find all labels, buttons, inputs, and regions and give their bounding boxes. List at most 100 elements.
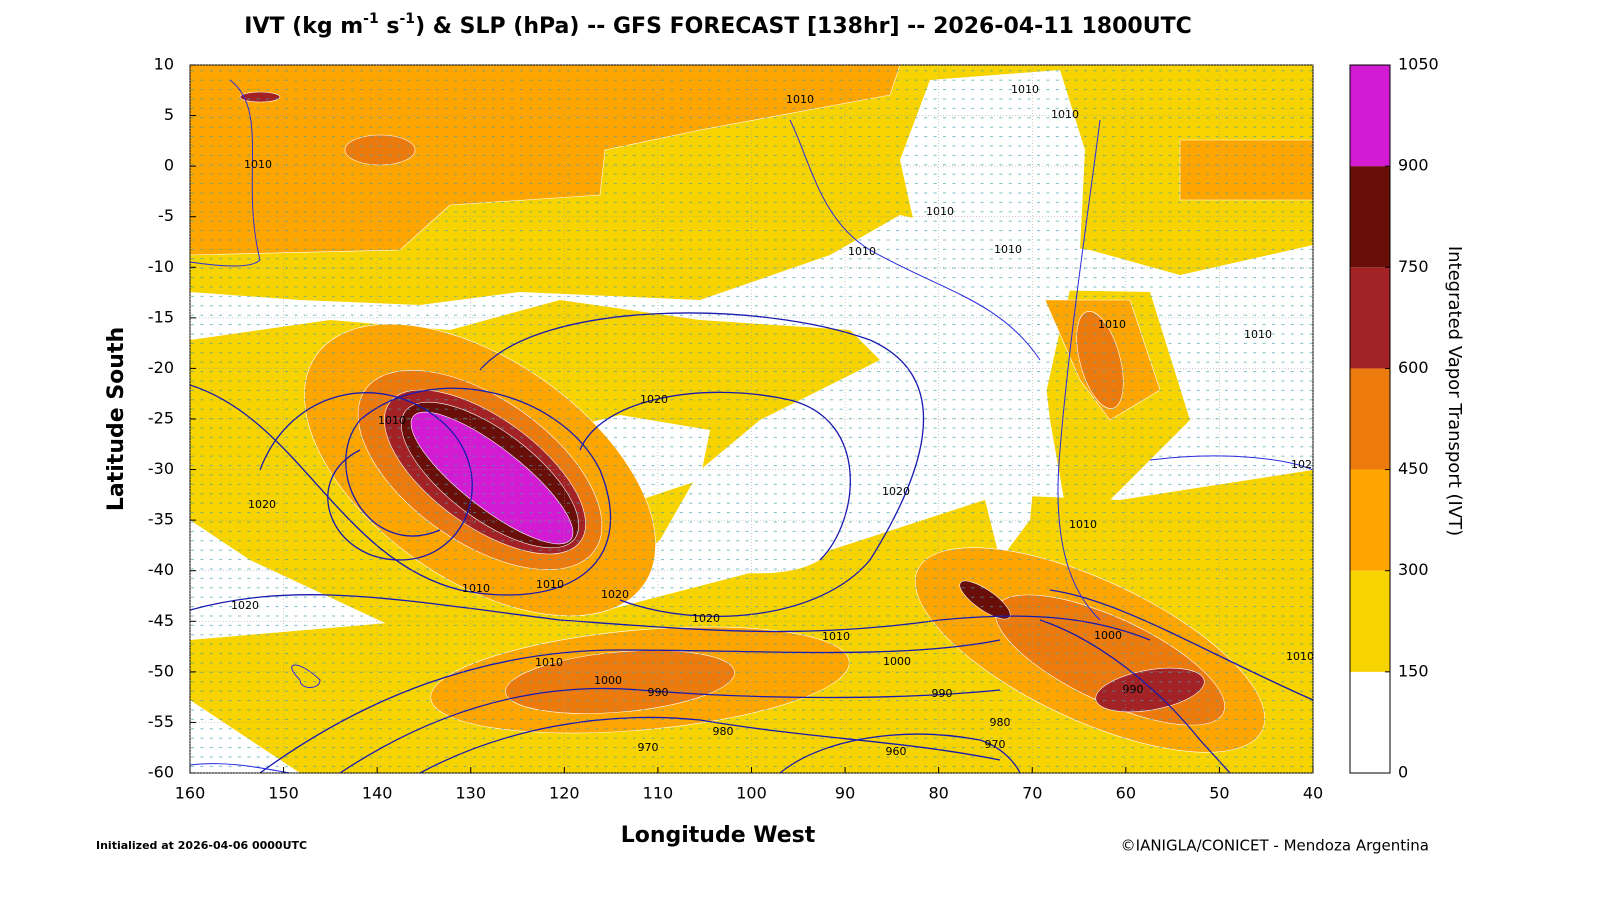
- isobar: [259, 639, 1001, 773]
- x-tick-label: 60: [1116, 784, 1136, 803]
- title-part: IVT (kg m: [244, 14, 363, 39]
- isobar-label: 1020: [231, 599, 259, 612]
- y-tick-label: -20: [148, 358, 174, 377]
- isobar-label: 1010: [994, 243, 1022, 256]
- isobar-label: 980: [713, 725, 734, 738]
- isobar-label: 1010: [1244, 328, 1272, 341]
- y-tick-label: -55: [148, 712, 174, 731]
- y-tick-label: 0: [164, 156, 174, 175]
- chart-title: IVT (kg m-1 s-1) & SLP (hPa) -- GFS FORE…: [244, 11, 1191, 39]
- y-tick-label: -50: [148, 661, 174, 680]
- isobar-label: 1000: [594, 674, 622, 687]
- y-axis-label: Latitude South: [104, 327, 129, 511]
- isobar: [259, 392, 473, 561]
- colorbar-bin: [1350, 671, 1390, 773]
- isobar-label: 1010: [1069, 518, 1097, 531]
- isobar-label: 1020: [882, 485, 910, 498]
- isobar: [190, 79, 261, 267]
- isobar: [190, 594, 1151, 641]
- x-tick-label: 140: [362, 784, 393, 803]
- x-tick-label: 40: [1303, 784, 1323, 803]
- colorbar-tick-label: 750: [1398, 257, 1429, 276]
- colorbar-bin: [1350, 166, 1390, 268]
- colorbar-bin: [1350, 65, 1390, 167]
- colorbar-label: Integrated Vapor Transport (IVT): [1444, 246, 1465, 536]
- isobar-label: 1000: [1094, 629, 1122, 642]
- x-tick-label: 110: [643, 784, 674, 803]
- x-tick-label: 50: [1209, 784, 1229, 803]
- y-tick-label: 5: [164, 105, 174, 124]
- y-tick-label: -35: [148, 510, 174, 529]
- isobar-label: 970: [985, 738, 1006, 751]
- y-tick-label: -15: [148, 307, 174, 326]
- isobar-label: 1010: [848, 245, 876, 258]
- title-part: -1: [363, 11, 379, 27]
- isobar: [479, 312, 925, 618]
- x-tick-label: 130: [455, 784, 486, 803]
- isobar-label: 1010: [536, 578, 564, 591]
- isobar-label: 1010: [1051, 108, 1079, 121]
- isobar: [291, 664, 321, 688]
- colorbar-frame: [1349, 64, 1391, 774]
- colorbar-tick-label: 300: [1398, 560, 1429, 579]
- title-part: s: [379, 14, 400, 39]
- isobar: [579, 391, 851, 561]
- colorbar-tick-label: 900: [1398, 156, 1429, 175]
- title-part: -1: [400, 11, 416, 27]
- isobar-label: 1010: [1286, 650, 1314, 663]
- x-tick-label: 70: [1022, 784, 1042, 803]
- footer-left: Initialized at 2026-04-06 0000UTC: [96, 839, 307, 852]
- isobar-label: 960: [886, 745, 907, 758]
- isobar: [1039, 619, 1231, 773]
- isobar-label: 1010: [786, 93, 814, 106]
- isobar-label: 970: [638, 741, 659, 754]
- isobar: [1049, 589, 1313, 701]
- colorbar-tick-label: 1050: [1398, 55, 1439, 74]
- isobar-label: 990: [932, 687, 953, 700]
- colorbar-bin: [1350, 368, 1390, 470]
- colorbar-tick-label: 150: [1398, 661, 1429, 680]
- isobar: [339, 687, 1001, 773]
- x-axis-label: Longitude West: [621, 823, 816, 848]
- isobar-label: 1020: [692, 612, 720, 625]
- x-tick-label: 160: [175, 784, 206, 803]
- isobar: [1149, 455, 1313, 471]
- x-tick-label: 120: [549, 784, 580, 803]
- x-tick-label: 80: [928, 784, 948, 803]
- colorbar-tick-label: 0: [1398, 763, 1408, 782]
- x-tick-label: 150: [268, 784, 299, 803]
- isobar: [789, 119, 1041, 361]
- isobar: [1057, 119, 1101, 621]
- isobar-label: 1010: [378, 414, 406, 427]
- isobar: [779, 733, 1021, 773]
- isobar-label: 1020: [601, 588, 629, 601]
- isobar: [190, 763, 291, 773]
- title-part: ) & SLP (hPa) -- GFS FORECAST [138hr] --…: [415, 14, 1192, 39]
- y-tick-label: -60: [148, 763, 174, 782]
- y-tick-label: -40: [148, 560, 174, 579]
- footer-right: ©IANIGLA/CONICET - Mendoza Argentina: [1121, 837, 1429, 855]
- x-tick-label: 90: [835, 784, 855, 803]
- colorbar-tick-label: 450: [1398, 459, 1429, 478]
- isobar-label: 1020: [640, 393, 668, 406]
- isobar-label: 1010: [244, 158, 272, 171]
- colorbar-bin: [1350, 267, 1390, 369]
- isobar-label: 1010: [926, 205, 954, 218]
- y-tick-label: -45: [148, 611, 174, 630]
- y-tick-label: -25: [148, 409, 174, 428]
- isobar-label: 1010: [1011, 83, 1039, 96]
- isobar-label: 1000: [883, 655, 911, 668]
- colorbar-bin: [1350, 570, 1390, 672]
- colorbar-tick-label: 600: [1398, 358, 1429, 377]
- isobar-label: 1010: [462, 582, 490, 595]
- colorbar-bin: [1350, 469, 1390, 571]
- isobar-label: 1010: [535, 656, 563, 669]
- isobar-label: 1010: [822, 630, 850, 643]
- isobar-label: 1010: [1098, 318, 1126, 331]
- plot-area: 1010 1010 1010 1010 1010 1010 1010 1010 1010 1020…: [190, 65, 1319, 773]
- y-tick-label: -30: [148, 459, 174, 478]
- isobar-label: 1020: [1291, 458, 1319, 471]
- isobar: [419, 716, 1001, 773]
- x-tick-label: 100: [736, 784, 767, 803]
